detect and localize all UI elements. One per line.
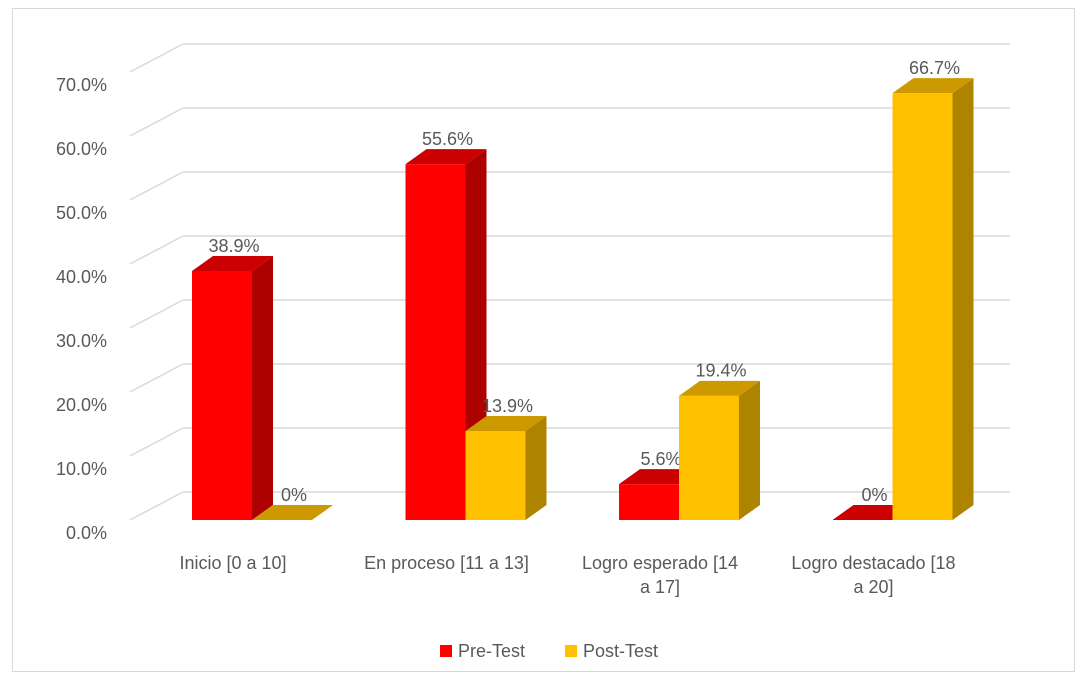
bar-front bbox=[405, 164, 466, 520]
grid-line-side bbox=[129, 299, 184, 329]
y-tick-label: 40.0% bbox=[56, 267, 107, 287]
bar-top bbox=[405, 149, 487, 165]
data-label: 19.4% bbox=[695, 361, 746, 381]
bar bbox=[679, 380, 760, 520]
legend-label: Pre-Test bbox=[458, 641, 525, 661]
x-tick-label: Logro esperado [14 a 17] bbox=[581, 553, 739, 597]
bar-side bbox=[525, 416, 547, 520]
y-tick-label: 0.0% bbox=[66, 523, 107, 543]
grid-line-side bbox=[129, 235, 184, 265]
bar-top bbox=[465, 416, 547, 432]
bar-top bbox=[892, 78, 974, 94]
grid-line-side bbox=[129, 43, 184, 73]
y-tick-label: 70.0% bbox=[56, 75, 107, 95]
bar-side bbox=[252, 256, 273, 520]
data-label: 0% bbox=[861, 485, 887, 505]
bar bbox=[252, 505, 333, 520]
x-tick-label: Inicio [0 a 10] bbox=[179, 553, 287, 573]
grid-line-side bbox=[129, 363, 184, 393]
y-tick-label: 60.0% bbox=[56, 139, 107, 159]
bar-top bbox=[679, 380, 760, 396]
data-label: 5.6% bbox=[640, 449, 681, 469]
y-tick-label: 30.0% bbox=[56, 331, 107, 351]
bar bbox=[892, 78, 974, 521]
bar-front bbox=[619, 484, 679, 520]
data-label: 55.6% bbox=[422, 129, 473, 149]
data-label: 0% bbox=[281, 485, 307, 505]
grid-line-side bbox=[129, 491, 184, 521]
data-label: 66.7% bbox=[909, 58, 960, 78]
legend-swatch bbox=[440, 645, 452, 657]
bar-top bbox=[252, 505, 333, 520]
y-tick-label: 20.0% bbox=[56, 395, 107, 415]
grid-line-side bbox=[129, 107, 184, 137]
y-tick-label: 50.0% bbox=[56, 203, 107, 223]
bar-side bbox=[739, 380, 760, 520]
data-label: 13.9% bbox=[482, 396, 533, 416]
x-tick-label: Logro destacado [18 a 20] bbox=[791, 553, 956, 597]
grid-line-side bbox=[129, 171, 184, 201]
bar bbox=[192, 256, 273, 520]
bar-side bbox=[952, 78, 974, 521]
data-label: 38.9% bbox=[208, 236, 259, 256]
bar-front bbox=[192, 271, 252, 520]
bar bbox=[465, 416, 547, 520]
legend-label: Post-Test bbox=[583, 641, 658, 661]
bar-front bbox=[892, 93, 953, 521]
bar-top bbox=[192, 256, 273, 272]
x-tick-label: En proceso [11 a 13] bbox=[364, 553, 529, 573]
bar-front bbox=[679, 395, 739, 520]
bar-front bbox=[465, 431, 526, 520]
y-tick-label: 10.0% bbox=[56, 459, 107, 479]
grid-line-side bbox=[129, 427, 184, 457]
legend-swatch bbox=[565, 645, 577, 657]
